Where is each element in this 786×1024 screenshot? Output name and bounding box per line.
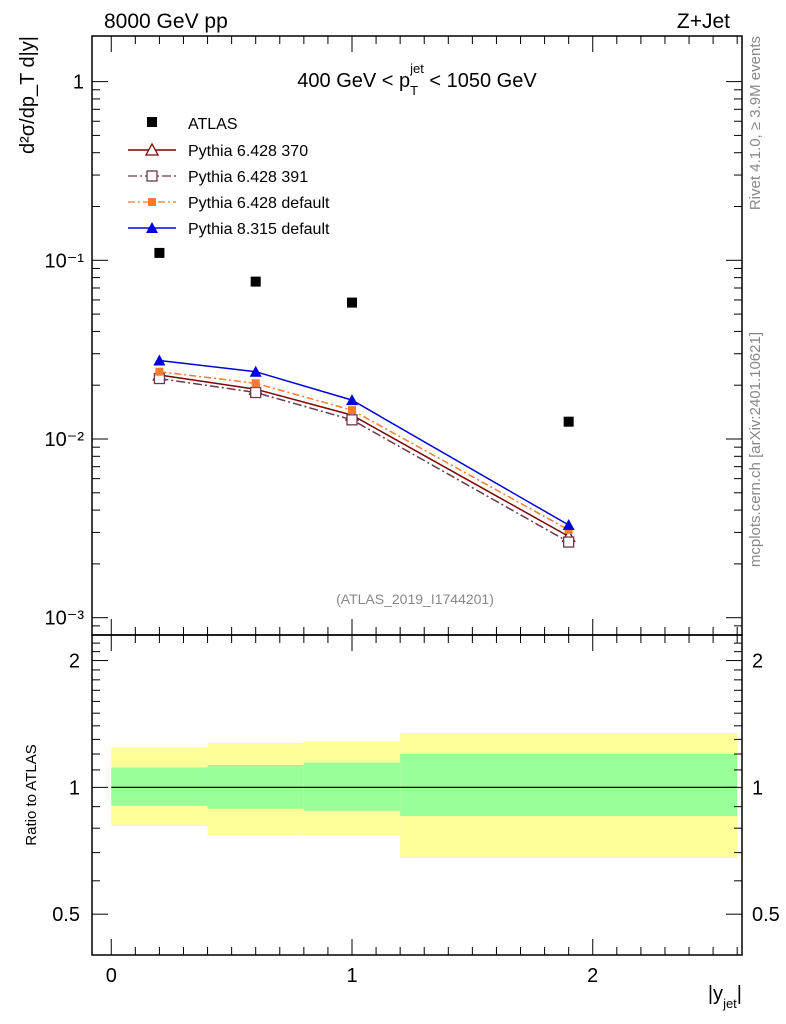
ratio-ytick-label-right: 1: [752, 777, 763, 799]
legend-label-series-0: Pythia 6.428 370: [188, 143, 308, 160]
legend-label-series-2: Pythia 6.428 default: [188, 195, 330, 212]
title-post: < 1050 GeV: [424, 70, 538, 92]
series-line-3: [159, 359, 570, 526]
main-panel: 10⁻³ 10⁻² 10⁻¹ 1 d²σ/dp_T d|y| 400 GeV < pT…: [17, 35, 743, 636]
main-ytick-label: 1: [73, 72, 84, 94]
series-point-1: [563, 536, 575, 548]
xlabel-sub: jet: [722, 996, 737, 1011]
atlas-point: [347, 297, 357, 308]
main-ytick-label: 10⁻³: [45, 608, 85, 630]
ratio-ytick-label-left: 0.5: [52, 904, 80, 926]
ratio-xtick-label: 0: [106, 965, 117, 987]
ratio-xtick-label: 1: [346, 965, 357, 987]
stat-uncertainty-band: [111, 767, 208, 806]
series-point-2: [348, 406, 356, 415]
ratio-frame: [91, 634, 743, 956]
legend-item-series-1: Pythia 6.428 391: [128, 169, 308, 186]
title-sup: jet: [409, 61, 424, 76]
main-ytick-label: 10⁻¹: [45, 250, 85, 272]
legend-label-atlas: ATLAS: [188, 116, 238, 133]
legend: ATLAS Pythia 6.428 370 Pythia 6.428 391 …: [128, 116, 330, 238]
series-point-2: [155, 367, 164, 376]
series-point-3: [346, 394, 358, 406]
rivet-label: Rivet 4.1.0, ≥ 3.9M events: [747, 36, 764, 210]
ratio-ylabel: Ratio to ATLAS: [23, 744, 40, 845]
title-sub: T: [410, 83, 418, 98]
main-ytick-label: 10⁻²: [45, 429, 85, 451]
title-pre: 400 GeV < p: [297, 70, 410, 92]
legend-label-series-3: Pythia 8.315 default: [188, 221, 330, 238]
ratio-ytick-label-right: 0.5: [752, 904, 780, 926]
series-point-1: [346, 414, 358, 426]
series-line-1: [159, 377, 570, 543]
series-point-3: [153, 354, 166, 366]
legend-marker-series-2: [148, 198, 156, 206]
atlas-point: [563, 416, 574, 427]
stat-uncertainty-band: [303, 762, 401, 811]
ratio-ytick-label-left: 2: [69, 651, 80, 673]
series-point-1: [250, 386, 262, 399]
xlabel-pre: |y: [708, 983, 723, 1005]
ratio-ytick-label-right: 2: [752, 651, 763, 673]
main-axis-ticks: 10⁻³ 10⁻² 10⁻¹ 1: [45, 36, 742, 636]
main-data: [152, 247, 576, 548]
legend-item-atlas: ATLAS: [147, 116, 238, 133]
series-line-0: [159, 374, 570, 538]
legend-item-series-0: Pythia 6.428 370: [128, 142, 308, 160]
legend-label-series-1: Pythia 6.428 391: [188, 169, 308, 186]
ratio-ytick-label-left: 1: [69, 777, 80, 799]
legend-item-series-3: Pythia 8.315 default: [128, 221, 330, 238]
legend-item-series-2: Pythia 6.428 default: [128, 195, 330, 212]
legend-marker-atlas: [147, 117, 157, 127]
header-left: 8000 GeV pp: [104, 10, 228, 33]
ratio-axis-ticks: 0.5 0.5 1 1 2 2 0 1 2: [52, 634, 780, 987]
legend-marker-series-3: [146, 222, 158, 233]
main-title: 400 GeV < pTjet < 1050 GeV: [297, 61, 537, 98]
legend-marker-series-1: [146, 170, 158, 182]
ratio-panel: 0.5 0.5 1 1 2 2 0 1 2 Ratio to ATLAS |yjet|: [23, 634, 780, 1011]
main-ylabel: d²σ/dp_T d|y|: [17, 36, 39, 154]
header-right: Z+Jet: [677, 10, 730, 33]
mcplots-label: mcplots.cern.ch [arXiv:2401.10621]: [747, 332, 764, 567]
ratio-xlabel: |yjet|: [708, 983, 742, 1011]
series-point-2: [251, 379, 260, 388]
atlas-point: [250, 276, 261, 287]
series-point-3: [562, 519, 575, 531]
atlas-point: [154, 247, 165, 258]
series-line-2: [159, 370, 570, 531]
ratio-xtick-label: 2: [587, 965, 598, 987]
series-point-3: [249, 365, 262, 377]
ratio-bands: [111, 733, 738, 858]
stat-uncertainty-band: [400, 754, 738, 817]
legend-marker-series-0: [144, 142, 160, 156]
ylabel-text: d²σ/dp_T d|y|: [17, 36, 39, 154]
analysis-watermark: (ATLAS_2019_I1744201): [336, 591, 494, 607]
xlabel-post: |: [737, 983, 742, 1005]
